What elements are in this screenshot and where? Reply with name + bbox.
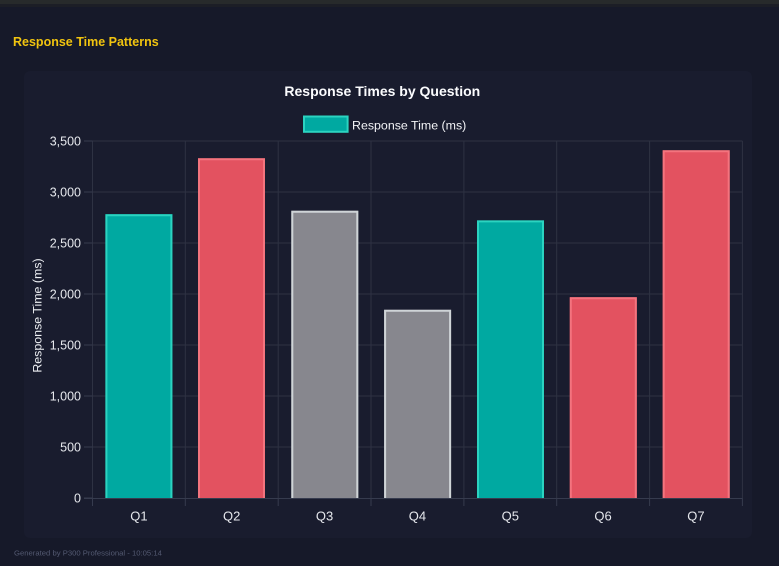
svg-text:1,000: 1,000 <box>50 390 81 404</box>
svg-text:500: 500 <box>60 441 81 455</box>
svg-text:3,500: 3,500 <box>50 135 81 149</box>
svg-text:Q4: Q4 <box>409 509 426 524</box>
svg-text:3,000: 3,000 <box>50 186 81 200</box>
svg-text:Generated by P300 Professional: Generated by P300 Professional - 10:05:1… <box>14 549 163 558</box>
svg-text:2,500: 2,500 <box>50 237 81 251</box>
svg-text:0: 0 <box>74 492 81 506</box>
svg-text:Response Time (ms): Response Time (ms) <box>31 258 45 372</box>
svg-text:2,000: 2,000 <box>50 288 81 302</box>
svg-text:1,500: 1,500 <box>50 339 81 353</box>
svg-text:Q6: Q6 <box>594 509 611 524</box>
svg-text:Q1: Q1 <box>130 509 147 524</box>
svg-text:Response Times by Question: Response Times by Question <box>284 83 480 99</box>
svg-text:Q3: Q3 <box>316 509 333 524</box>
svg-text:Q7: Q7 <box>687 509 704 524</box>
svg-text:Response Time (ms): Response Time (ms) <box>352 118 466 132</box>
svg-text:Response Time Patterns: Response Time Patterns <box>13 35 159 49</box>
svg-text:Q2: Q2 <box>223 509 240 524</box>
svg-text:Q5: Q5 <box>502 509 519 524</box>
